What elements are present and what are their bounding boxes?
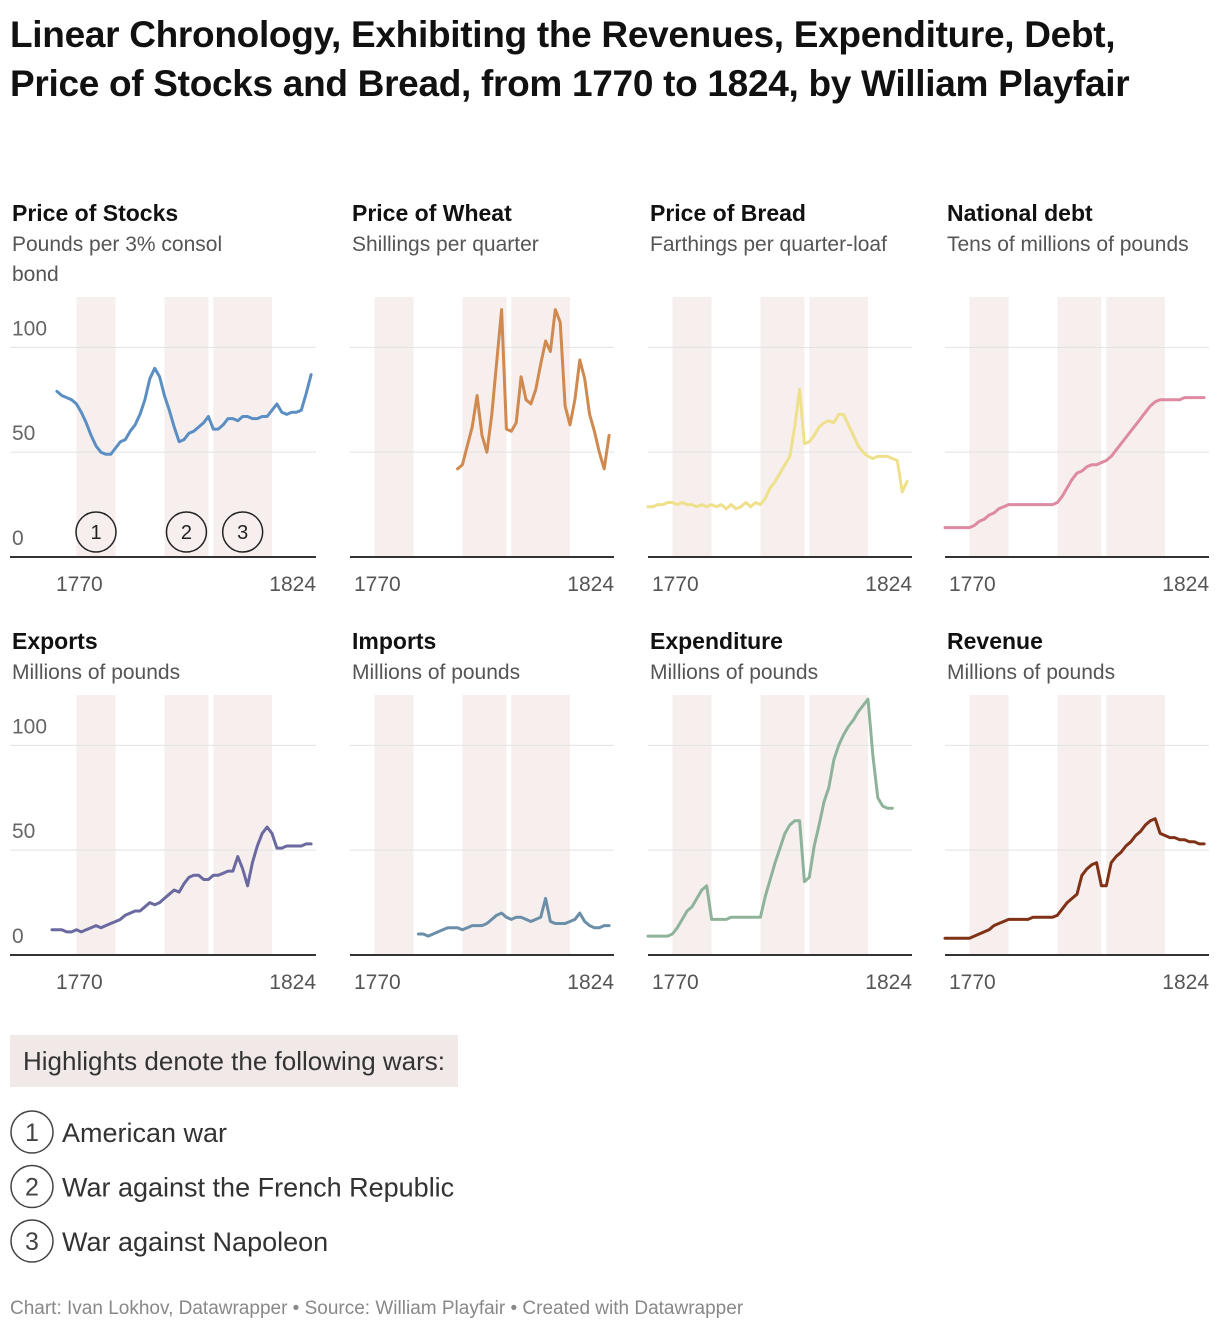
data-line [943,396,1206,530]
war-marker-number: 3 [237,522,248,544]
panel-subtitle: Millions of pounds [12,661,181,684]
panel-title: Revenue [947,628,1043,654]
war-highlight [1057,695,1102,955]
panel-title: Price of Wheat [352,200,512,226]
x-tick-label: 1824 [865,573,912,596]
data-line [416,896,611,938]
data-line [456,308,611,471]
y-tick-label: 50 [12,820,35,843]
x-tick-label: 1770 [354,573,401,596]
legend-label: War against Napoleon [62,1227,328,1257]
war-highlight [374,297,414,557]
footer: Chart: Ivan Lokhov, Datawrapper • Source… [10,1298,744,1319]
legend-label: American war [62,1118,227,1148]
x-tick-label: 1824 [269,573,316,596]
war-highlight [969,297,1009,557]
panel-title: Imports [352,628,437,654]
legend-marker-number: 2 [25,1174,39,1202]
panel-subtitle: Pounds per 3% consol bond [12,233,223,286]
panel-subtitle: Farthings per quarter-loaf [650,233,887,256]
panel-subtitle: Millions of pounds [352,661,521,684]
war-marker-number: 2 [181,522,192,544]
y-tick-label: 0 [12,527,24,550]
panel-subtitle: Tens of millions of pounds [947,233,1189,256]
war-highlight [76,297,116,557]
panel-title: National debt [947,200,1093,226]
panel-subtitle: Millions of pounds [947,661,1116,684]
panel-title: Exports [12,628,98,654]
panel-title: Price of Stocks [12,200,179,226]
legend-marker [10,1110,54,1154]
data-line [55,366,313,456]
war-highlight [164,297,209,557]
y-tick-label: 50 [12,422,35,445]
x-tick-label: 1824 [567,573,614,596]
x-tick-label: 1770 [652,573,699,596]
y-tick-label: 0 [12,925,24,948]
panel-subtitle: Millions of pounds [650,661,819,684]
x-tick-label: 1770 [56,971,103,994]
war-highlight [164,695,209,955]
panel-title: Price of Bread [650,200,806,226]
war-highlight [672,297,712,557]
data-line [943,817,1206,940]
war-highlight [760,695,805,955]
x-tick-label: 1824 [1162,573,1209,596]
legend-marker [10,1164,54,1209]
data-line [50,825,313,934]
war-highlight [1106,695,1165,955]
x-tick-label: 1770 [652,971,699,994]
war-highlight [760,297,805,557]
war-highlight [76,695,116,955]
legend-marker-number: 3 [25,1228,39,1256]
data-line [646,697,894,938]
war-highlight [672,695,712,955]
x-tick-label: 1770 [354,971,401,994]
x-tick-label: 1824 [1162,971,1209,994]
x-tick-label: 1770 [949,971,996,994]
war-marker-number: 1 [90,522,101,544]
y-tick-label: 100 [12,715,47,738]
legend-marker [10,1219,54,1263]
legend-marker-number: 1 [25,1119,39,1147]
war-highlight [462,695,507,955]
x-tick-label: 1770 [56,573,103,596]
war-marker [75,511,117,553]
page-title: Linear Chronology, Exhibiting the Revenu… [10,14,1130,104]
war-highlight [374,695,414,955]
y-tick-label: 100 [12,317,47,340]
panel-subtitle: Shillings per quarter [352,233,539,256]
x-tick-label: 1824 [865,971,912,994]
legend-label: War against the French Republic [62,1173,454,1203]
x-tick-label: 1770 [949,573,996,596]
war-highlight [213,695,272,955]
war-marker [221,511,264,553]
war-highlight [969,695,1009,955]
x-tick-label: 1824 [269,971,316,994]
legend-title: Highlights denote the following wars: [10,1035,459,1087]
war-highlight [213,297,272,557]
war-highlight [1057,297,1102,557]
data-line [646,387,909,511]
war-marker [165,511,208,553]
panel-title: Expenditure [650,628,783,654]
x-tick-label: 1824 [567,971,614,994]
